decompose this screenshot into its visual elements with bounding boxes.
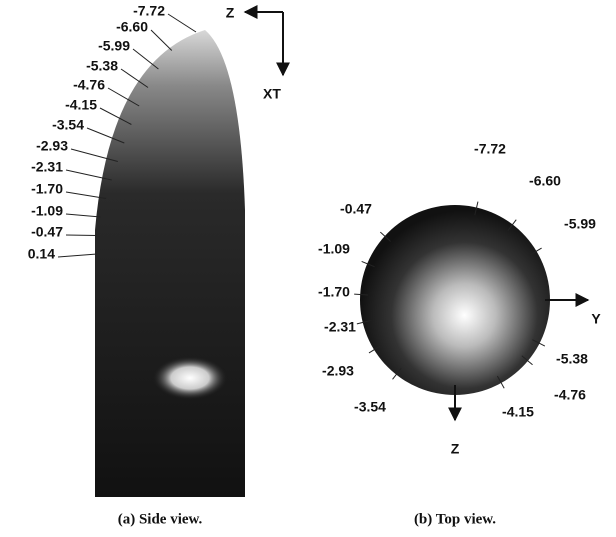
- figure: Z XT Y Z (a) Side view. (b) Top view. -7…: [0, 0, 616, 537]
- side-body: [95, 30, 245, 497]
- leader-line: [66, 214, 101, 217]
- contour-label: -5.99: [98, 38, 130, 54]
- axis-label: Z: [451, 441, 460, 457]
- hot-spot: [152, 356, 228, 400]
- contour-label: -1.09: [318, 241, 350, 257]
- leader-line: [66, 235, 97, 236]
- contour-label: -6.60: [529, 173, 561, 189]
- contour-label: -5.99: [564, 216, 596, 232]
- contour-label: -2.31: [31, 159, 63, 175]
- axis-label: Z: [226, 5, 235, 21]
- top-disc: [360, 205, 550, 395]
- contour-label: -2.31: [324, 319, 356, 335]
- contour-label: -5.38: [86, 58, 118, 74]
- contour-label: -3.54: [354, 399, 386, 415]
- contour-label: -2.93: [36, 138, 68, 154]
- contour-label: -4.15: [502, 404, 534, 420]
- leader-line: [168, 14, 196, 32]
- contour-label: -6.60: [116, 19, 148, 35]
- contour-label: 0.14: [28, 246, 55, 262]
- contour-label: -4.76: [554, 387, 586, 403]
- contour-label: -0.47: [340, 201, 372, 217]
- contour-label: -3.54: [52, 117, 84, 133]
- leader-line: [58, 254, 97, 257]
- axis-label: Y: [591, 311, 601, 327]
- contour-label: -4.76: [73, 77, 105, 93]
- leader-line: [133, 49, 158, 69]
- contour-label: -5.38: [556, 351, 588, 367]
- contour-label: -7.72: [133, 3, 165, 19]
- contour-label: -1.09: [31, 203, 63, 219]
- contour-label: -4.15: [65, 97, 97, 113]
- caption: (a) Side view.: [118, 511, 203, 527]
- axis-label: XT: [263, 86, 281, 102]
- leader-line: [151, 30, 172, 51]
- contour-label: -0.47: [31, 224, 63, 240]
- contour-label: -7.72: [474, 141, 506, 157]
- caption: (b) Top view.: [414, 511, 496, 527]
- contour-label: -2.93: [322, 363, 354, 379]
- contour-label: -1.70: [31, 181, 63, 197]
- contour-label: -1.70: [318, 284, 350, 300]
